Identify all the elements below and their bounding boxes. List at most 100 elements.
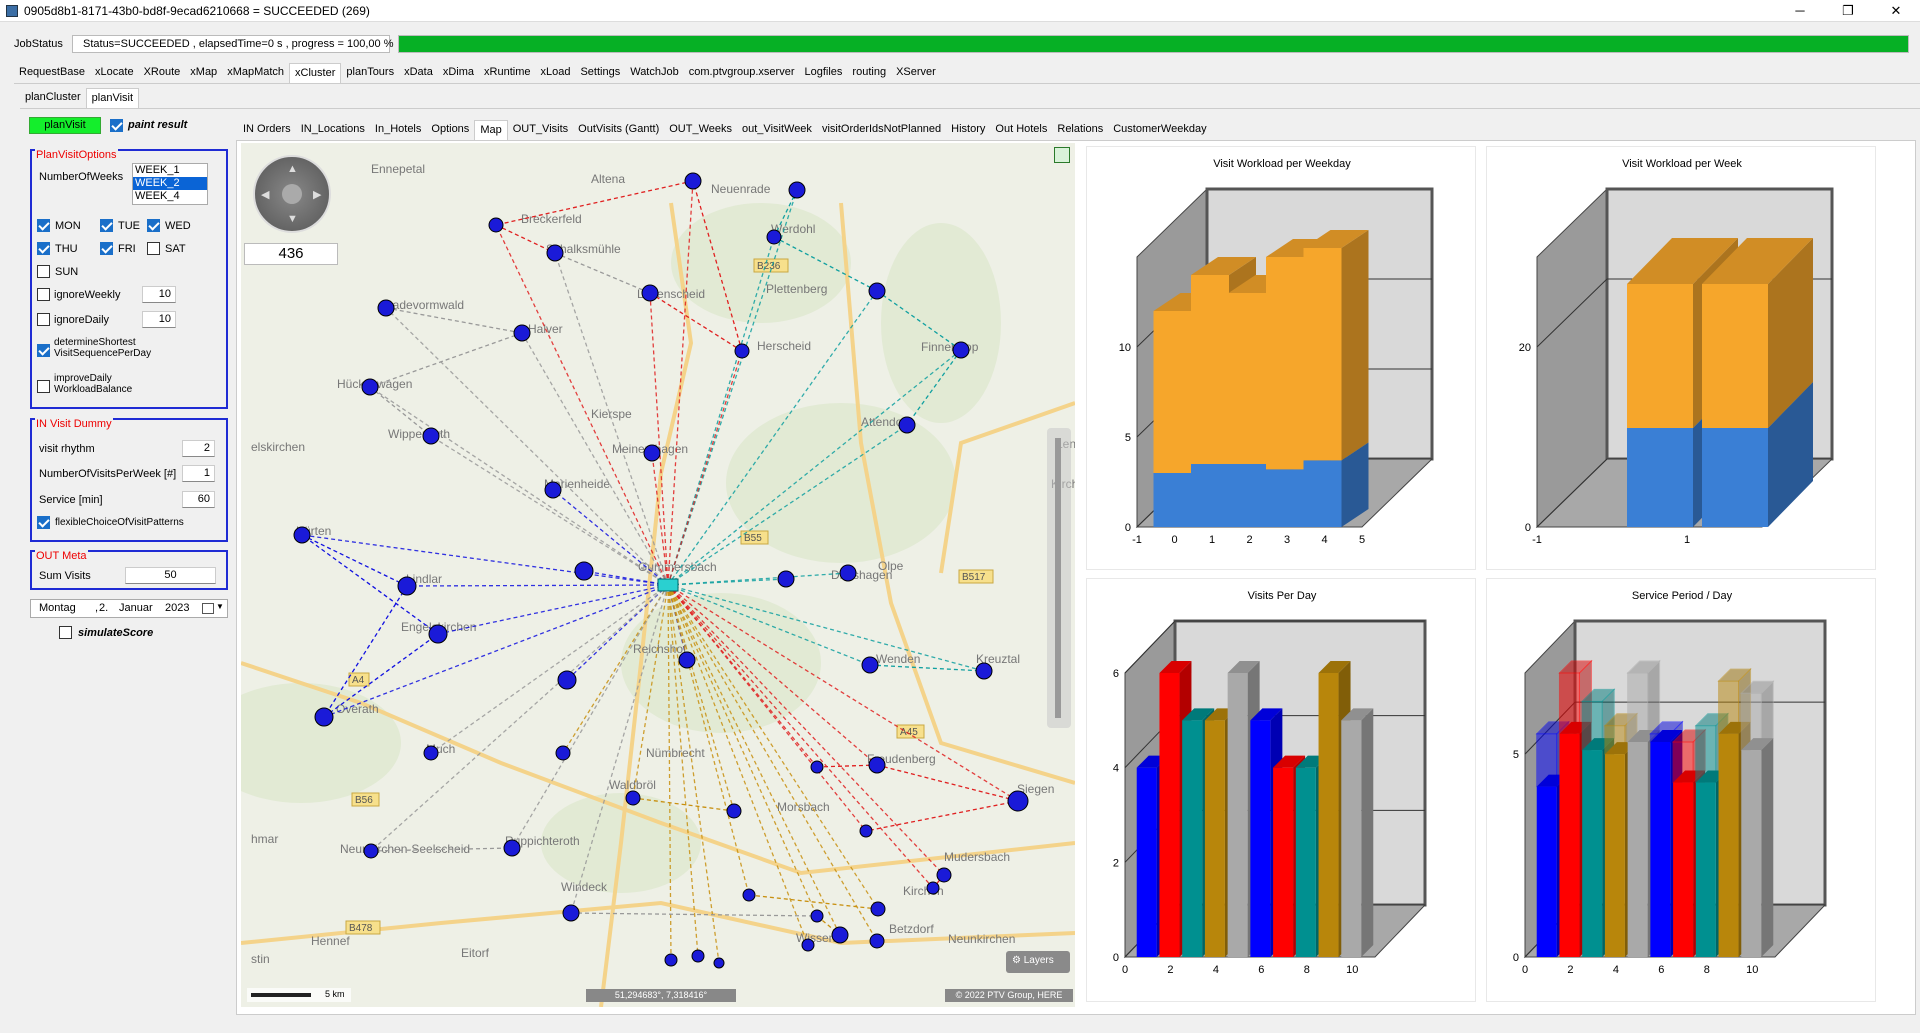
close-button[interactable]: ✕ [1890,3,1902,18]
paint-result-checkbox[interactable] [110,119,123,132]
stop-marker[interactable] [488,217,504,233]
visits-per-week-input[interactable]: 1 [182,465,215,482]
ignore-weekly-checkbox[interactable] [37,288,50,301]
stop-marker[interactable] [839,564,857,582]
wed-checkbox[interactable] [147,219,160,232]
content-tab-out-visits[interactable]: OUT_Visits [512,123,569,135]
pan-down-icon[interactable]: ▼ [287,213,298,225]
tab-xdima[interactable]: xDima [442,66,475,78]
pan-right-icon[interactable]: ▶ [313,189,322,201]
tab-xlocate[interactable]: xLocate [95,66,134,78]
stop-marker[interactable] [975,662,993,680]
stop-marker[interactable] [926,881,940,895]
stop-marker[interactable] [423,745,439,761]
tue-checkbox[interactable] [100,219,113,232]
stop-marker[interactable] [810,909,824,923]
tab-xruntime[interactable]: xRuntime [484,66,531,78]
stop-marker[interactable] [513,324,531,342]
pan-left-icon[interactable]: ◀ [261,189,270,201]
tab-plantours[interactable]: planTours [346,66,395,78]
map-grid-icon[interactable] [1054,147,1070,163]
stop-marker[interactable] [664,953,678,967]
stop-marker[interactable] [691,949,705,963]
stop-marker[interactable] [859,824,873,838]
subtab-planvisit[interactable]: planVisit [85,88,140,108]
stop-marker[interactable] [952,341,970,359]
tab-settings[interactable]: Settings [580,66,621,78]
content-tab-relations[interactable]: Relations [1057,123,1104,135]
tab-logfiles[interactable]: Logfiles [804,66,843,78]
stop-marker[interactable] [726,803,742,819]
visit-rhythm-input[interactable]: 2 [182,440,215,457]
layers-button[interactable]: ⚙ Layers [1006,951,1070,973]
content-tab-in-orders[interactable]: IN Orders [243,123,291,135]
chevron-down-icon[interactable]: ▼ [216,602,224,611]
content-tab-in-hotels[interactable]: In_Hotels [374,123,422,135]
tab-xload[interactable]: xLoad [540,66,571,78]
tab-watchjob[interactable]: WatchJob [630,66,679,78]
sat-checkbox[interactable] [147,242,160,255]
stop-marker[interactable] [428,624,448,644]
maximize-button[interactable]: ❐ [1842,3,1854,18]
stop-marker[interactable] [361,378,379,396]
content-tab-in-locations[interactable]: IN_Locations [300,123,365,135]
stop-marker[interactable] [1007,790,1029,812]
stop-marker[interactable] [777,570,795,588]
content-tab-out-hotels[interactable]: Out Hotels [995,123,1048,135]
mon-checkbox[interactable] [37,219,50,232]
content-tab-out-weeks[interactable]: OUT_Weeks [669,123,733,135]
stop-marker[interactable] [936,867,952,883]
stop-marker[interactable] [868,756,886,774]
stop-marker[interactable] [503,839,521,857]
stop-marker[interactable] [544,481,562,499]
stop-marker[interactable] [734,343,750,359]
flexible-checkbox[interactable] [37,516,50,529]
tab-xmapmatch[interactable]: xMapMatch [227,66,285,78]
tab-xserver[interactable]: XServer [896,66,936,78]
tab-routing[interactable]: routing [852,66,887,78]
minimize-button[interactable]: ─ [1795,3,1805,18]
week-option[interactable]: WEEK_4 [135,190,180,202]
week-option-selected[interactable]: WEEK_2 [133,177,207,190]
tab-com-ptvgroup-xserver[interactable]: com.ptvgroup.xserver [688,66,795,78]
map-view[interactable]: Ennepetal Altena Neuenrade Breckerfeld Schal… [241,143,1075,1007]
stop-marker[interactable] [641,284,659,302]
map-pan-control[interactable]: ▲ ▼ ◀ ▶ [253,155,331,233]
stop-marker[interactable] [574,561,594,581]
ignore-daily-checkbox[interactable] [37,313,50,326]
content-tab-options[interactable]: Options [431,123,470,135]
date-picker[interactable]: Montag , 2. Januar 2023 ▼ [30,599,228,618]
stop-marker[interactable] [625,790,641,806]
stop-marker[interactable] [363,843,379,859]
stop-marker[interactable] [766,229,782,245]
content-tab-out-visitweek[interactable]: out_VisitWeek [742,123,812,135]
tab-xcluster[interactable]: xCluster [289,63,342,83]
map-canvas[interactable]: Ennepetal Altena Neuenrade Breckerfeld Schal… [241,143,1075,1007]
subtab-plancluster[interactable]: planCluster [25,91,81,103]
content-tab-visitorderidsnotplanned[interactable]: visitOrderIdsNotPlanned [821,123,942,135]
content-tab-history[interactable]: History [951,123,986,135]
stop-marker[interactable] [377,299,395,317]
stop-marker[interactable] [314,707,334,727]
stop-marker[interactable] [397,576,417,596]
stop-marker[interactable] [868,282,886,300]
pan-up-icon[interactable]: ▲ [287,163,298,175]
sun-checkbox[interactable] [37,265,50,278]
tab-xroute[interactable]: XRoute [143,66,181,78]
stop-marker[interactable] [643,444,661,462]
stop-marker[interactable] [861,656,879,674]
stop-marker[interactable] [870,901,886,917]
stop-marker[interactable] [557,670,577,690]
stop-marker[interactable] [678,651,696,669]
stop-marker[interactable] [562,904,580,922]
weeks-listbox[interactable]: WEEK_1 WEEK_2 WEEK_4 [132,163,208,205]
stop-marker[interactable] [898,416,916,434]
content-tab-customerweekday[interactable]: CustomerWeekday [1113,123,1207,135]
stop-marker[interactable] [788,181,806,199]
stop-marker[interactable] [810,760,824,774]
simulate-score-checkbox[interactable] [59,626,72,639]
zoom-slider[interactable] [1047,428,1071,728]
ignore-weekly-input[interactable]: 10 [142,286,176,303]
stop-marker[interactable] [546,244,564,262]
content-tab-outvisits-gantt-[interactable]: OutVisits (Gantt) [578,123,660,135]
